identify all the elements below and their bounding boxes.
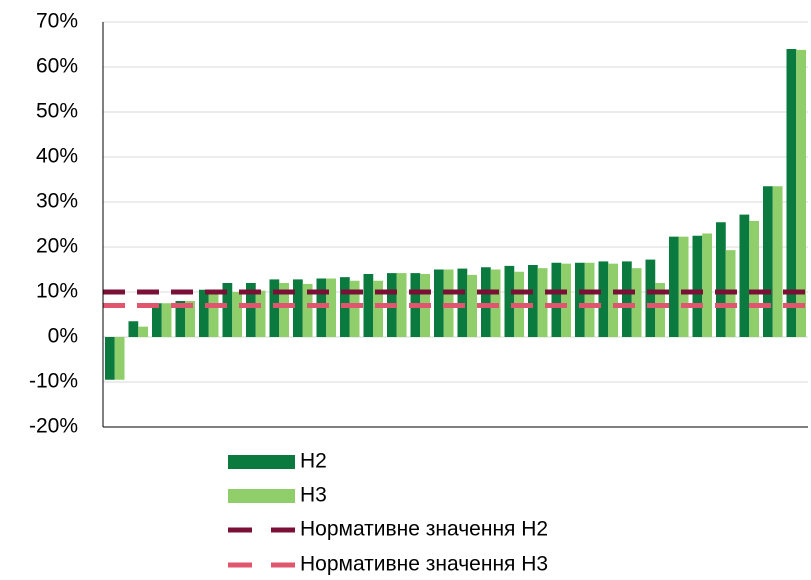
- bar: [185, 301, 195, 337]
- bar: [255, 290, 266, 337]
- bar: [222, 283, 233, 337]
- bar: [584, 262, 595, 337]
- y-tick-label: 20%: [36, 235, 78, 258]
- bar: [528, 265, 538, 337]
- bar: [655, 283, 665, 337]
- bar: [645, 259, 656, 337]
- bar: [772, 186, 783, 337]
- bar: [598, 261, 609, 337]
- bar: [631, 268, 642, 337]
- bar: [575, 262, 585, 337]
- bar: [161, 303, 172, 337]
- bar: [551, 262, 562, 337]
- bar: [702, 233, 712, 337]
- bar: [692, 235, 703, 337]
- bar: [302, 283, 313, 337]
- legend-label: Нормативне значення Н2: [300, 518, 548, 541]
- bar: [199, 289, 209, 337]
- bar: [537, 268, 548, 337]
- bar: [373, 280, 383, 337]
- bar: [716, 222, 726, 337]
- bar: [467, 274, 477, 337]
- bar: [561, 263, 571, 337]
- legend-label: Нормативне значення Н3: [300, 553, 548, 576]
- y-tick-label: 50%: [36, 100, 78, 123]
- legend-label: Н3: [300, 484, 327, 507]
- bar: [128, 321, 139, 337]
- bar: [349, 280, 360, 337]
- bar: [434, 269, 444, 337]
- y-tick-label: 60%: [36, 55, 78, 78]
- y-tick-label: 0%: [48, 325, 78, 348]
- legend-swatch: [228, 489, 295, 503]
- bar: [763, 186, 773, 337]
- bar: [678, 236, 689, 337]
- bar: [739, 214, 750, 337]
- bar: [152, 303, 162, 337]
- y-tick-label: -10%: [29, 370, 78, 393]
- bar: [114, 337, 125, 380]
- bar: [175, 301, 186, 337]
- y-tick-label: 10%: [36, 280, 78, 303]
- y-tick-label: 30%: [36, 190, 78, 213]
- bar: [363, 274, 374, 337]
- bar: [246, 283, 256, 337]
- bar: [749, 220, 759, 337]
- bar: [293, 279, 303, 337]
- bar: [786, 49, 797, 337]
- bar: [269, 279, 280, 337]
- y-tick-label: 70%: [36, 10, 78, 33]
- bar: [105, 337, 115, 380]
- bar: [208, 289, 219, 337]
- bar: [138, 326, 148, 337]
- bar: [608, 263, 618, 337]
- bar: [796, 49, 806, 338]
- legend-label: Н2: [300, 450, 327, 473]
- bar: [669, 236, 679, 337]
- bar: [504, 265, 515, 337]
- bar: [622, 261, 632, 337]
- bar: [326, 278, 336, 337]
- y-tick-label: 40%: [36, 145, 78, 168]
- bar: [279, 283, 289, 337]
- bar: [232, 292, 242, 337]
- legend-swatch: [228, 455, 295, 469]
- bar: [457, 268, 468, 337]
- y-tick-label: -20%: [29, 415, 78, 438]
- bar: [396, 273, 407, 337]
- bar: [481, 267, 491, 337]
